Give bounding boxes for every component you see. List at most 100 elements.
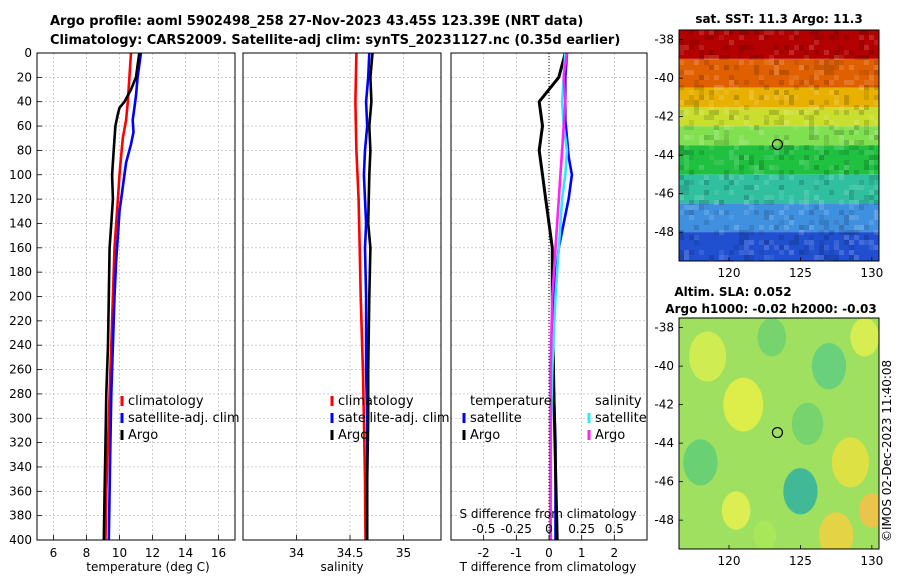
sst-map-band bbox=[679, 58, 879, 88]
sla-map-subtitle: Argo h1000: -0.02 h2000: -0.03 bbox=[665, 302, 876, 316]
sla-map-anomaly-patch bbox=[783, 468, 818, 515]
temperature-xtick-label: 14 bbox=[178, 546, 193, 560]
sst-map-band bbox=[679, 145, 879, 175]
depth-tick-label: 340 bbox=[9, 460, 32, 474]
sla-map-anomaly-patch bbox=[753, 520, 777, 549]
salinity-xtick-label: 35 bbox=[396, 546, 411, 560]
sst-map-field bbox=[679, 30, 879, 261]
temperature-xtick-label: 16 bbox=[211, 546, 226, 560]
s-difference-tick-label: -0.5 bbox=[472, 522, 495, 536]
figure-title-line-1: Argo profile: aoml 5902498_258 27-Nov-20… bbox=[50, 14, 584, 29]
sla-map-frame bbox=[678, 317, 880, 550]
s-difference-tick-label: 0.25 bbox=[568, 522, 595, 536]
salinity-legend-label: satellite-adj. clim bbox=[338, 411, 450, 426]
sst-map-lat-tick-label: -44 bbox=[654, 148, 674, 162]
s-difference-tick-label: 0.5 bbox=[605, 522, 624, 536]
temperature-legend-label: climatology bbox=[128, 394, 204, 409]
t-difference-xlabel: T difference from climatology bbox=[459, 560, 637, 574]
depth-tick-label: 40 bbox=[17, 95, 32, 109]
depth-tick-label: 300 bbox=[9, 411, 32, 425]
salinity-legend-label: Argo bbox=[338, 428, 368, 443]
depth-tick-label: 240 bbox=[9, 338, 32, 352]
salinity-xtick-label: 34 bbox=[289, 546, 304, 560]
temperature-xtick-label: 6 bbox=[50, 546, 58, 560]
sst-map-band bbox=[679, 87, 879, 107]
sla-map-title: Altim. SLA: 0.052 bbox=[674, 285, 791, 299]
temperature-xtick-label: 8 bbox=[83, 546, 91, 560]
sst-map-lon-tick-label: 125 bbox=[789, 266, 812, 280]
salinity-xtick-label: 34.5 bbox=[337, 546, 364, 560]
sla-map-lon-tick-label: 130 bbox=[860, 554, 883, 568]
sst-map-band bbox=[679, 174, 879, 204]
temperature-xlabel: temperature (deg C) bbox=[86, 560, 209, 574]
difference-series-temperature-argo bbox=[537, 52, 567, 541]
sst-map-lon-tick-label: 120 bbox=[718, 266, 741, 280]
sla-map-lat-tick-label: -40 bbox=[654, 359, 674, 373]
depth-tick-label: 0 bbox=[24, 46, 32, 60]
difference-xtick-label: 1 bbox=[578, 546, 586, 560]
difference-legend-label: Argo bbox=[470, 428, 500, 443]
sla-map-anomaly-patch bbox=[850, 318, 879, 357]
depth-tick-label: 380 bbox=[9, 509, 32, 523]
depth-tick-label: 80 bbox=[17, 143, 32, 157]
sla-map-lat-tick-label: -38 bbox=[654, 321, 674, 335]
sla-map-lat-tick-label: -42 bbox=[654, 398, 674, 412]
temperature-xtick-label: 12 bbox=[145, 546, 160, 560]
sla-map-anomaly-patch bbox=[819, 512, 854, 549]
sla-map-anomaly-patch bbox=[791, 402, 824, 446]
s-difference-tick-label: -0.25 bbox=[501, 522, 532, 536]
s-difference-xlabel: S difference from climatology bbox=[460, 507, 637, 521]
difference-legend-label: satellite bbox=[470, 411, 522, 426]
salinity-xlabel: salinity bbox=[320, 560, 363, 574]
depth-tick-label: 160 bbox=[9, 241, 32, 255]
sla-map-field bbox=[679, 318, 879, 549]
sst-map-panel: -38 -40 -42 -44 -46 -48 120 125 130 bbox=[654, 29, 883, 280]
difference-xtick-label: 2 bbox=[611, 546, 619, 560]
sla-map-argo-location-marker bbox=[771, 426, 784, 439]
sla-map-anomaly-patch bbox=[683, 439, 718, 486]
depth-tick-label: 60 bbox=[17, 119, 32, 133]
difference-series-salinity-satellite bbox=[549, 52, 569, 540]
sla-map-lon-tick-label: 120 bbox=[718, 554, 741, 568]
depth-tick-label: 200 bbox=[9, 290, 32, 304]
sla-map-anomaly-patch bbox=[811, 343, 847, 390]
salinity-profile-panel: 34 34.5 35 climatology satellite-adj. clim Ar… bbox=[242, 52, 450, 560]
temperature-xtick-label: 10 bbox=[112, 546, 127, 560]
temperature-series-climatology bbox=[104, 52, 133, 541]
sst-map-argo-location-marker bbox=[771, 138, 784, 151]
temperature-series-satellite-adj-clim bbox=[107, 52, 143, 541]
depth-tick-label: 220 bbox=[9, 314, 32, 328]
difference-legend-label: satellite bbox=[595, 411, 647, 426]
depth-tick-label: 100 bbox=[9, 168, 32, 182]
depth-tick-label: 180 bbox=[9, 265, 32, 279]
sla-map-panel: -38 -40 -42 -44 -46 -48 120 125 130 bbox=[654, 317, 883, 568]
sst-map-title: sat. SST: 11.3 Argo: 11.3 bbox=[695, 12, 862, 26]
sst-map-band bbox=[679, 107, 879, 127]
depth-tick-label: 360 bbox=[9, 484, 32, 498]
sla-map-lat-tick-label: -48 bbox=[654, 513, 674, 527]
salinity-legend-label: climatology bbox=[338, 394, 414, 409]
salinity-series-argo bbox=[365, 52, 374, 540]
difference-xtick-label: -1 bbox=[510, 546, 522, 560]
salinity-frame bbox=[242, 52, 442, 541]
sst-map-band bbox=[679, 203, 879, 233]
temperature-legend-label: satellite-adj. clim bbox=[128, 411, 240, 426]
difference-legend-label: Argo bbox=[595, 428, 625, 443]
s-difference-tick-label: 0 bbox=[545, 522, 553, 536]
difference-xtick-label: 0 bbox=[545, 546, 553, 560]
sla-map-anomaly-patch bbox=[831, 437, 870, 488]
depth-tick-label: 120 bbox=[9, 192, 32, 206]
temperature-legend-label: Argo bbox=[128, 428, 158, 443]
depth-tick-label: 400 bbox=[9, 533, 32, 547]
difference-legend-header-salinity: salinity bbox=[595, 394, 642, 409]
sla-map-anomaly-patch bbox=[689, 331, 727, 382]
difference-legend-header-temperature: temperature bbox=[470, 394, 552, 409]
sst-map-band bbox=[679, 30, 879, 59]
salinity-series-climatology bbox=[354, 52, 367, 541]
sla-map-lat-tick-label: -46 bbox=[654, 475, 674, 489]
sla-map-anomaly-patch bbox=[757, 318, 787, 357]
sst-map-frame bbox=[678, 29, 880, 262]
sst-map-band bbox=[679, 232, 879, 261]
sst-map-lat-tick-label: -40 bbox=[654, 71, 674, 85]
sst-map-band bbox=[679, 126, 879, 146]
